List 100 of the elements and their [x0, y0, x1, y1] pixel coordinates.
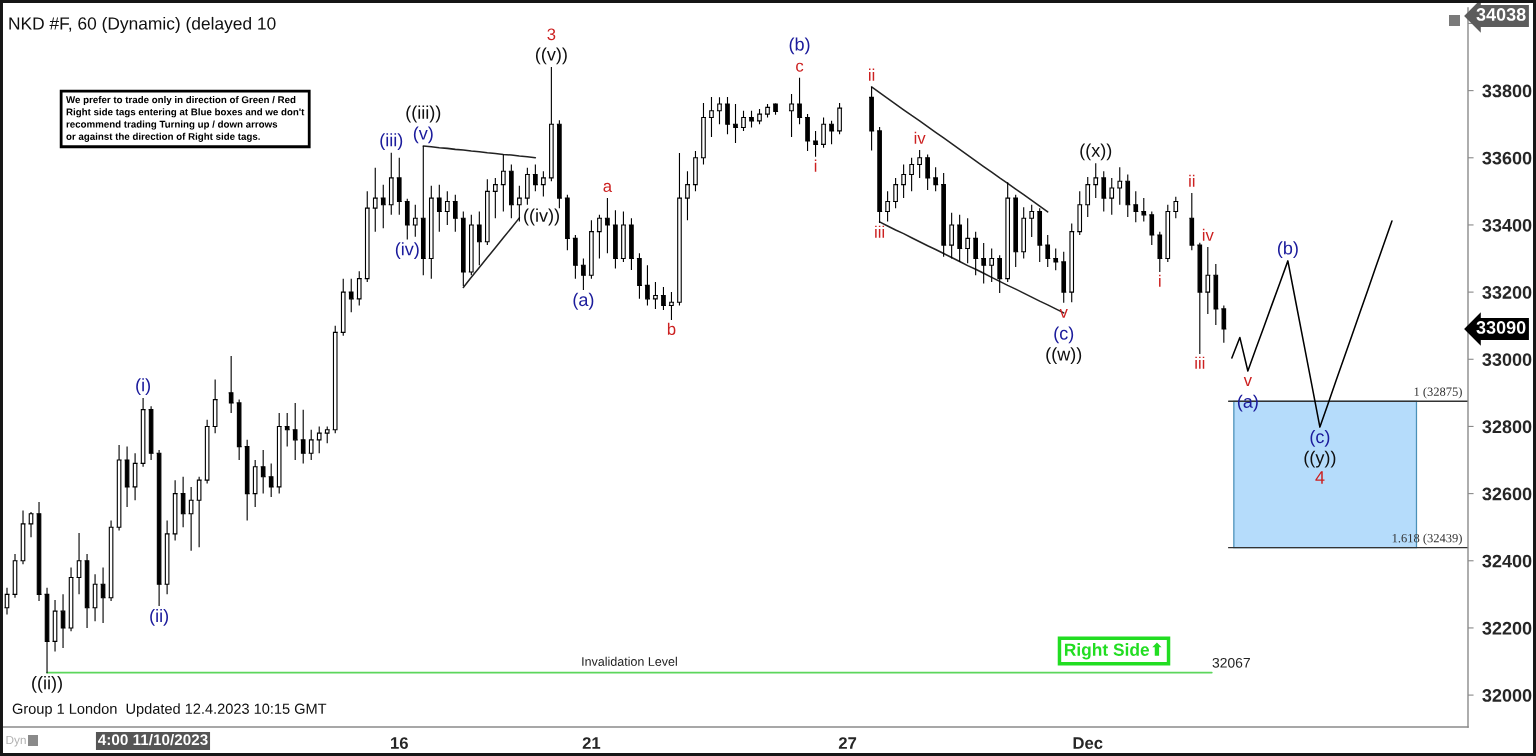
- annotation: ((w)): [1046, 347, 1082, 365]
- candlestick: [1020, 206, 1027, 260]
- candlestick: [692, 150, 699, 192]
- candlestick: [484, 178, 491, 246]
- candlestick: [172, 479, 179, 542]
- candlestick: [1012, 194, 1019, 268]
- candlestick: [276, 412, 283, 495]
- candlestick: [1140, 197, 1147, 223]
- annotation: ((iii)): [406, 105, 441, 123]
- annotation: We prefer to trade only in direction of Green / Red Right side tags entering at Blue boxes and we don't recommend trading Turning up / down arrows or against the direction of Right side tags.: [66, 96, 305, 142]
- annotation: a: [603, 182, 613, 192]
- candlestick: [1028, 204, 1035, 238]
- candlestick: [268, 462, 275, 498]
- annotation: Group 1 London Updated 12.4.2023 10:15 GMT: [12, 703, 327, 717]
- candlestick: [924, 153, 931, 191]
- candlestick: [988, 247, 995, 283]
- candlestick: [892, 177, 899, 209]
- candlestick: [380, 184, 387, 229]
- candlestick: [572, 234, 579, 280]
- candlestick: [1204, 246, 1211, 315]
- candlestick: [75, 532, 83, 595]
- candlestick: [620, 210, 627, 263]
- candlestick: [684, 170, 691, 221]
- candlestick: [868, 86, 875, 151]
- x-tick-label: 21: [582, 737, 601, 749]
- candlestick: [812, 130, 819, 158]
- candlestick: [1156, 231, 1163, 273]
- candlestick: [155, 449, 163, 607]
- candlestick: [500, 153, 507, 213]
- annotation: v: [1059, 308, 1068, 318]
- annotation: (b): [1277, 241, 1298, 259]
- x-tick-label: 16: [391, 737, 408, 749]
- candlestick: [916, 149, 923, 179]
- candlestick: [364, 190, 371, 283]
- y-tick-label: 32800: [1482, 420, 1532, 434]
- candlestick: [316, 425, 323, 454]
- candlestick: [668, 291, 675, 321]
- candlestick: [548, 66, 555, 182]
- y-tick-label: 33200: [1482, 286, 1532, 299]
- line-series: [462, 217, 521, 289]
- candlestick: [1188, 192, 1195, 251]
- annotation: b: [667, 322, 676, 335]
- y-tick-label: 33400: [1482, 218, 1532, 232]
- candlestick: [708, 96, 715, 138]
- candlestick: [51, 599, 59, 652]
- candlestick: [1036, 207, 1043, 263]
- candlestick: [196, 476, 203, 548]
- annotation: ii: [869, 68, 875, 81]
- candlestick: [468, 214, 475, 276]
- candlestick: [644, 264, 651, 307]
- candlestick: [1068, 223, 1075, 303]
- candlestick: [772, 102, 779, 116]
- annotation: (v): [413, 126, 433, 144]
- candlestick: [1044, 234, 1051, 268]
- candlestick: [676, 152, 683, 307]
- candlestick: [356, 270, 363, 307]
- candlestick: [308, 429, 315, 461]
- candlestick: [612, 209, 619, 270]
- y-tick-label: 32400: [1482, 554, 1532, 568]
- candlestick: [932, 166, 939, 192]
- text: 4:00 11/10/2023: [98, 733, 208, 746]
- candlestick: [1172, 196, 1179, 219]
- candlestick: [980, 242, 987, 284]
- candlestick: [204, 419, 211, 485]
- y-tick-label: 32000: [1482, 689, 1532, 702]
- annotation: ((ii)): [32, 676, 62, 693]
- candlestick: [748, 110, 755, 129]
- candlestick: [83, 553, 91, 629]
- candlestick: [940, 172, 947, 258]
- candlestick: [700, 102, 707, 166]
- candlestick: [300, 409, 307, 464]
- annotation: (b): [789, 37, 810, 55]
- candlestick: [524, 167, 531, 206]
- y-tick-label: 32600: [1482, 487, 1532, 501]
- candlestick: [804, 113, 811, 152]
- annotation: iii: [1195, 356, 1205, 369]
- y-tick-label: 33600: [1482, 151, 1532, 165]
- candlestick: [420, 145, 427, 276]
- candlestick: [292, 402, 299, 461]
- candlestick: [580, 257, 587, 291]
- annotation: 32067: [1212, 657, 1250, 668]
- annotation: ((y)): [1304, 450, 1336, 468]
- candlestick: [412, 204, 419, 238]
- candlestick: [764, 103, 771, 119]
- annotation: (c): [1054, 326, 1074, 344]
- candlestick: [740, 110, 747, 132]
- candlestick: [732, 103, 739, 144]
- candlestick: [476, 210, 483, 266]
- candlestick: [884, 190, 891, 223]
- annotation: i: [1159, 274, 1161, 287]
- candlestick: [115, 444, 123, 532]
- candlestick: [35, 501, 43, 602]
- candlestick: [660, 286, 667, 311]
- annotation: (i): [136, 378, 150, 396]
- annotation: ((x)): [1080, 143, 1112, 161]
- candlestick: [436, 184, 443, 233]
- annotation: ii: [1189, 174, 1195, 187]
- annotation: 3: [547, 28, 556, 41]
- line-series: [422, 145, 537, 159]
- candlestick: [236, 399, 243, 461]
